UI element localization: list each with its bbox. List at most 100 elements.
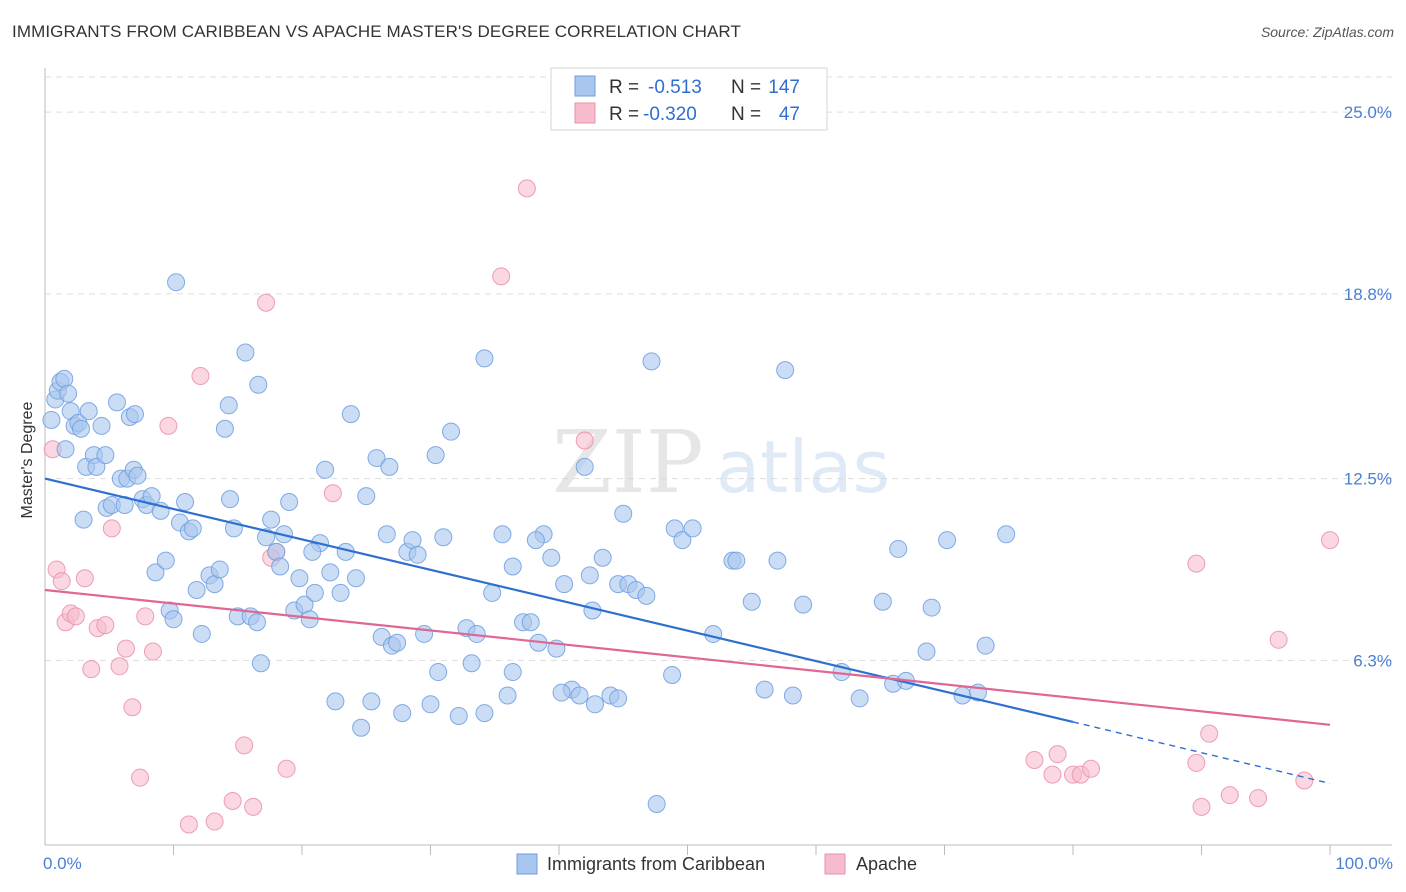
caribbean-point-124 [768, 551, 787, 570]
y-axis-label: Master's Degree [19, 401, 36, 518]
caribbean-point-81 [415, 624, 434, 643]
caribbean-point-123 [755, 680, 774, 699]
trend-line-caribbean-extension [1072, 721, 1331, 785]
caribbean-point-132 [56, 440, 75, 459]
caribbean-point-72 [367, 449, 386, 468]
bottom-legend-label-apache: Apache [856, 854, 917, 874]
legend-r-value-2: -0.320 [643, 104, 697, 125]
caribbean-point-14 [92, 416, 111, 435]
apache-point-38 [1187, 753, 1206, 772]
caribbean-point-83 [429, 663, 448, 682]
caribbean-point-34 [176, 493, 195, 512]
bottom-legend: Immigrants from Caribbean Apache [516, 853, 917, 875]
apache-point-7 [82, 660, 101, 679]
series-caribbean-points [42, 273, 1016, 813]
caribbean-point-65 [331, 583, 350, 602]
caribbean-point-120 [704, 624, 723, 643]
caribbean-point-105 [580, 566, 599, 585]
apache-point-23 [244, 797, 263, 816]
caribbean-point-133 [74, 510, 93, 529]
caribbean-point-42 [215, 419, 234, 438]
caribbean-point-152 [938, 531, 957, 550]
apache-point-15 [136, 607, 155, 626]
apache-point-33 [1043, 765, 1062, 784]
caribbean-point-93 [498, 686, 517, 705]
caribbean-point-48 [248, 613, 267, 632]
caribbean-point-43 [221, 490, 240, 509]
caribbean-point-137 [249, 375, 268, 394]
chart-source: Source: ZipAtlas.com [1260, 24, 1394, 40]
caribbean-point-151 [917, 642, 936, 661]
caribbean-point-141 [475, 349, 494, 368]
caribbean-point-62 [316, 460, 335, 479]
apache-point-46 [1321, 531, 1339, 550]
caribbean-point-57 [290, 569, 309, 588]
apache-point-27 [277, 759, 296, 778]
legend-n-label-2: N = [731, 104, 761, 125]
caribbean-point-24 [128, 466, 147, 485]
apache-point-9 [96, 616, 115, 635]
apache-point-34 [1048, 745, 1067, 764]
caribbean-point-149 [850, 689, 869, 708]
caribbean-point-116 [663, 665, 682, 684]
apache-point-40 [1192, 797, 1211, 816]
caribbean-point-5 [59, 384, 78, 403]
caribbean-point-122 [742, 592, 761, 611]
axes [44, 68, 1392, 855]
apache-point-14 [131, 768, 150, 787]
caribbean-point-139 [380, 457, 399, 476]
caribbean-point-36 [183, 519, 202, 538]
apache-point-24 [257, 293, 276, 312]
caribbean-point-106 [585, 695, 604, 714]
caribbean-point-114 [642, 352, 661, 371]
apache-point-44 [1269, 630, 1288, 649]
y-tick-label-3: 25.0% [1344, 103, 1392, 122]
caribbean-point-18 [107, 393, 126, 412]
legend-swatch-pink [574, 102, 596, 124]
apache-point-30 [517, 179, 536, 198]
watermark: ZIP atlas [552, 413, 890, 513]
trend-lines [44, 477, 1331, 785]
bottom-legend-label-caribbean: Immigrants from Caribbean [547, 854, 765, 874]
caribbean-point-135 [167, 273, 186, 292]
apache-point-45 [1295, 771, 1314, 790]
caribbean-point-41 [210, 560, 229, 579]
apache-point-31 [575, 431, 594, 450]
caribbean-point-28 [146, 563, 165, 582]
apache-point-6 [75, 569, 94, 588]
y-tick-label-2: 18.8% [1344, 285, 1392, 304]
caribbean-point-88 [462, 654, 481, 673]
caribbean-point-150 [889, 539, 908, 558]
apache-point-39 [1187, 554, 1206, 573]
caribbean-point-85 [442, 422, 461, 441]
caribbean-point-23 [125, 405, 144, 424]
caribbean-point-128 [873, 592, 892, 611]
legend-r-value-1: -0.513 [648, 77, 702, 98]
caribbean-point-0 [42, 410, 61, 429]
x-tick-label-1: 100.0% [1335, 854, 1393, 873]
caribbean-point-147 [727, 551, 746, 570]
trend-line-caribbean [44, 477, 1074, 723]
apache-point-41 [1200, 724, 1219, 743]
caribbean-point-146 [609, 689, 628, 708]
caribbean-point-55 [280, 493, 299, 512]
caribbean-point-90 [475, 704, 494, 723]
apache-point-20 [205, 812, 224, 831]
caribbean-point-70 [357, 487, 376, 506]
caribbean-point-143 [526, 531, 545, 550]
apache-point-10 [102, 519, 121, 538]
caribbean-point-32 [164, 610, 183, 629]
caribbean-point-84 [434, 528, 453, 547]
apache-point-21 [223, 792, 242, 811]
apache-point-22 [235, 736, 254, 755]
caribbean-point-15 [96, 446, 115, 465]
caribbean-point-86 [449, 707, 468, 726]
apache-point-37 [1081, 759, 1100, 778]
apache-point-18 [179, 815, 198, 834]
legend-swatch-blue [574, 75, 596, 97]
legend-n-value-2: 47 [779, 104, 800, 125]
caribbean-point-113 [637, 586, 656, 605]
legend-r-label-1: R = [609, 77, 639, 98]
caribbean-point-104 [575, 457, 594, 476]
